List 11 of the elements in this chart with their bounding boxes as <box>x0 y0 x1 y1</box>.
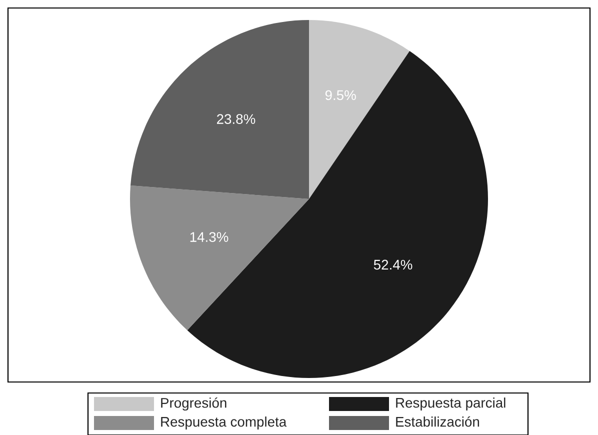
pie-slice <box>309 20 410 199</box>
data-label: 23.8% <box>216 114 256 124</box>
legend-label: Respuesta parcial <box>396 398 506 410</box>
legend-label: Respuesta completa <box>161 416 287 430</box>
legend-label: Estabilización <box>396 416 480 427</box>
pie-slice <box>130 186 309 330</box>
data-label: 52.4% <box>374 260 412 270</box>
data-label: 14.3% <box>190 232 228 242</box>
legend-label: Progresión <box>161 397 226 411</box>
pie-slice <box>187 50 488 378</box>
pie-slice <box>130 20 309 199</box>
